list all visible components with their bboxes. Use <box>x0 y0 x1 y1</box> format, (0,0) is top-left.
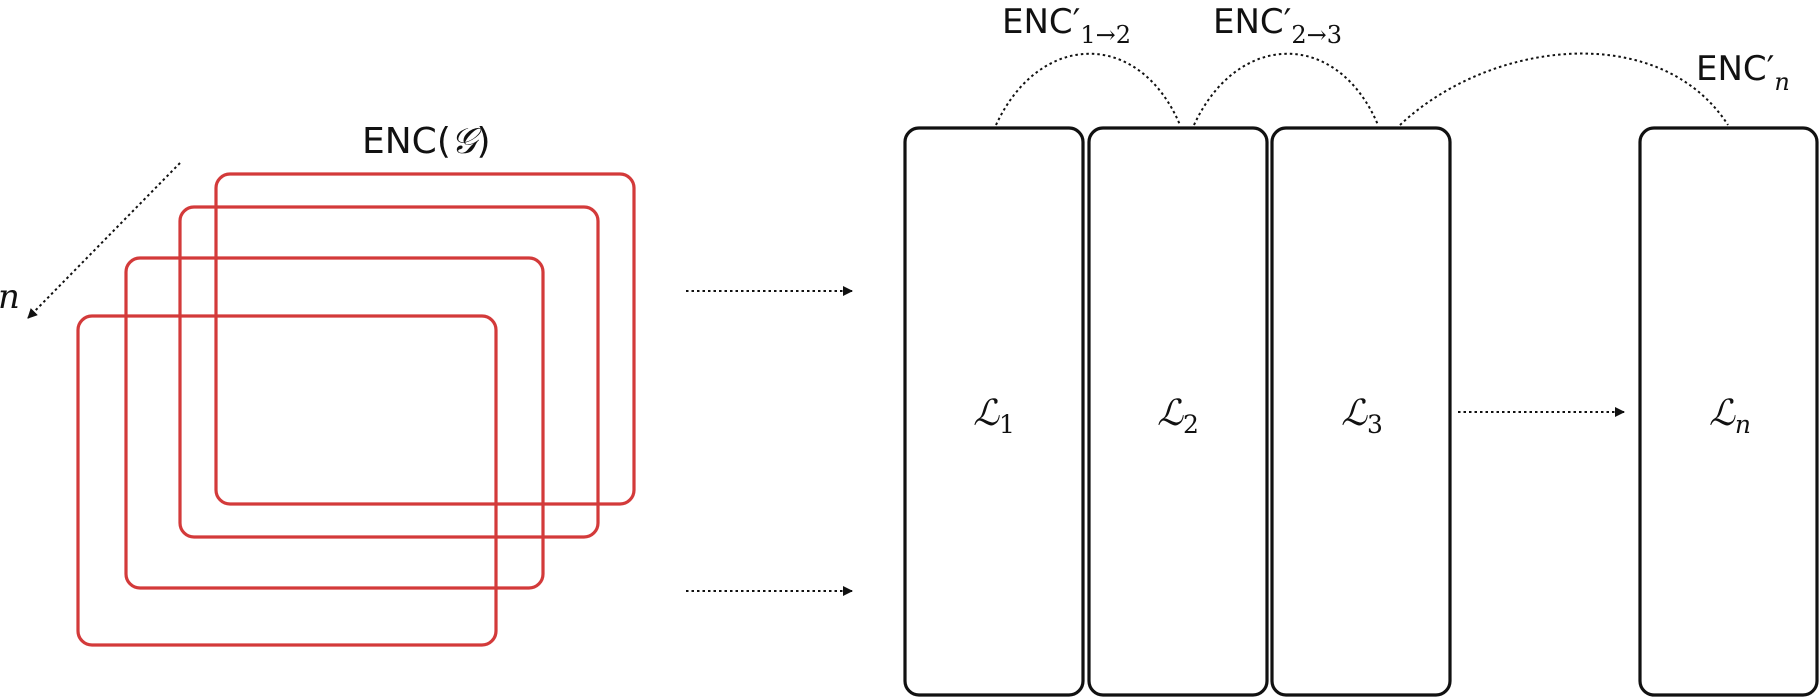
link-arc-1-2 <box>995 52 1181 126</box>
layer-n-box <box>1638 126 1819 697</box>
layer-n-label: ℒn <box>1709 393 1751 439</box>
stack-frame-back <box>214 172 636 506</box>
layer-2-box <box>1087 126 1269 697</box>
link-label-2-3: ENC′2→3 <box>1213 2 1342 49</box>
layer-3-label: ℒ3 <box>1341 393 1383 439</box>
encoding-stack <box>76 172 636 647</box>
stack-direction-label: n <box>0 277 20 317</box>
stack-frame-front <box>76 314 498 647</box>
layer-3: ℒ3 <box>1270 126 1452 697</box>
link-label-1-2: ENC′1→2 <box>1002 2 1131 49</box>
stack-frame-2 <box>178 205 600 539</box>
layer-2: ℒ2 <box>1087 126 1269 697</box>
link-arc-2-3 <box>1193 52 1379 126</box>
link-arc-n <box>1399 52 1729 126</box>
layer-n: ℒn <box>1638 126 1819 697</box>
stack-title: ENC(𝒢) <box>362 121 491 162</box>
layer-2-label: ℒ2 <box>1157 393 1199 439</box>
link-label-n: ENC′n <box>1696 49 1790 96</box>
stack-direction-arrow-icon <box>27 162 181 319</box>
layer-1: ℒ1 <box>903 126 1085 697</box>
layer-3-box <box>1270 126 1452 697</box>
layer-1-box <box>903 126 1085 697</box>
stack-frame-3 <box>124 256 545 590</box>
layer-1-label: ℒ1 <box>973 393 1015 439</box>
